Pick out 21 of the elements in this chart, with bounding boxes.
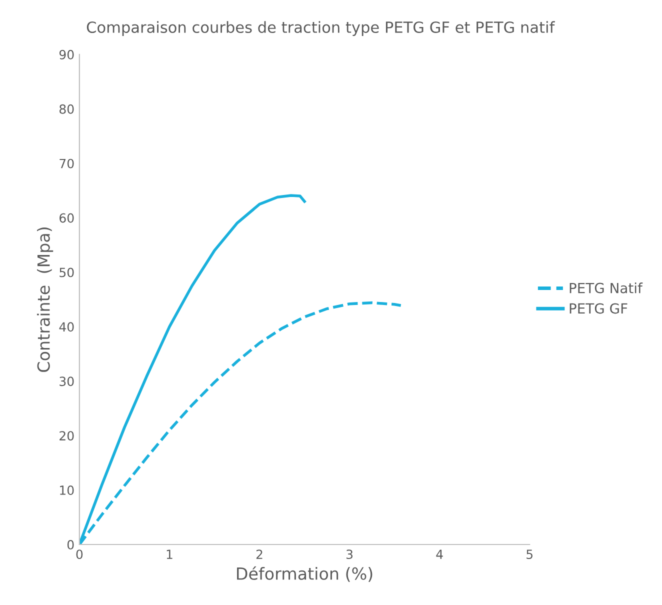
y-tick-label: 50	[60, 268, 74, 278]
y-tick-label: 60	[60, 213, 74, 223]
x-tick-label: 1	[166, 550, 172, 559]
chart-title: Comparaison courbes de traction type PETG GF et PETG natif	[86, 21, 555, 36]
y-axis-title: Contrainte (Mpa)	[36, 228, 54, 372]
legend-label: PETG GF	[570, 303, 628, 314]
y-tick-label: 30	[60, 376, 74, 386]
x-tick-label: 0	[76, 550, 83, 560]
y-tick-label: 90	[59, 50, 74, 60]
y-tick-label: 80	[60, 104, 74, 114]
y-tick-label: 10	[60, 486, 74, 495]
legend-label: PETG Natif	[570, 282, 643, 294]
y-tick-label: 40	[59, 322, 74, 332]
y-tick-label: 0	[67, 540, 74, 550]
x-tick-label: 4	[436, 550, 443, 559]
x-tick-label: 3	[346, 550, 353, 560]
x-tick-label: 2	[256, 550, 262, 559]
x-tick-label: 5	[526, 550, 532, 560]
y-tick-label: 70	[60, 158, 74, 168]
y-tick-label: 20	[60, 431, 74, 441]
x-axis-title: Déformation (%)	[237, 566, 372, 582]
